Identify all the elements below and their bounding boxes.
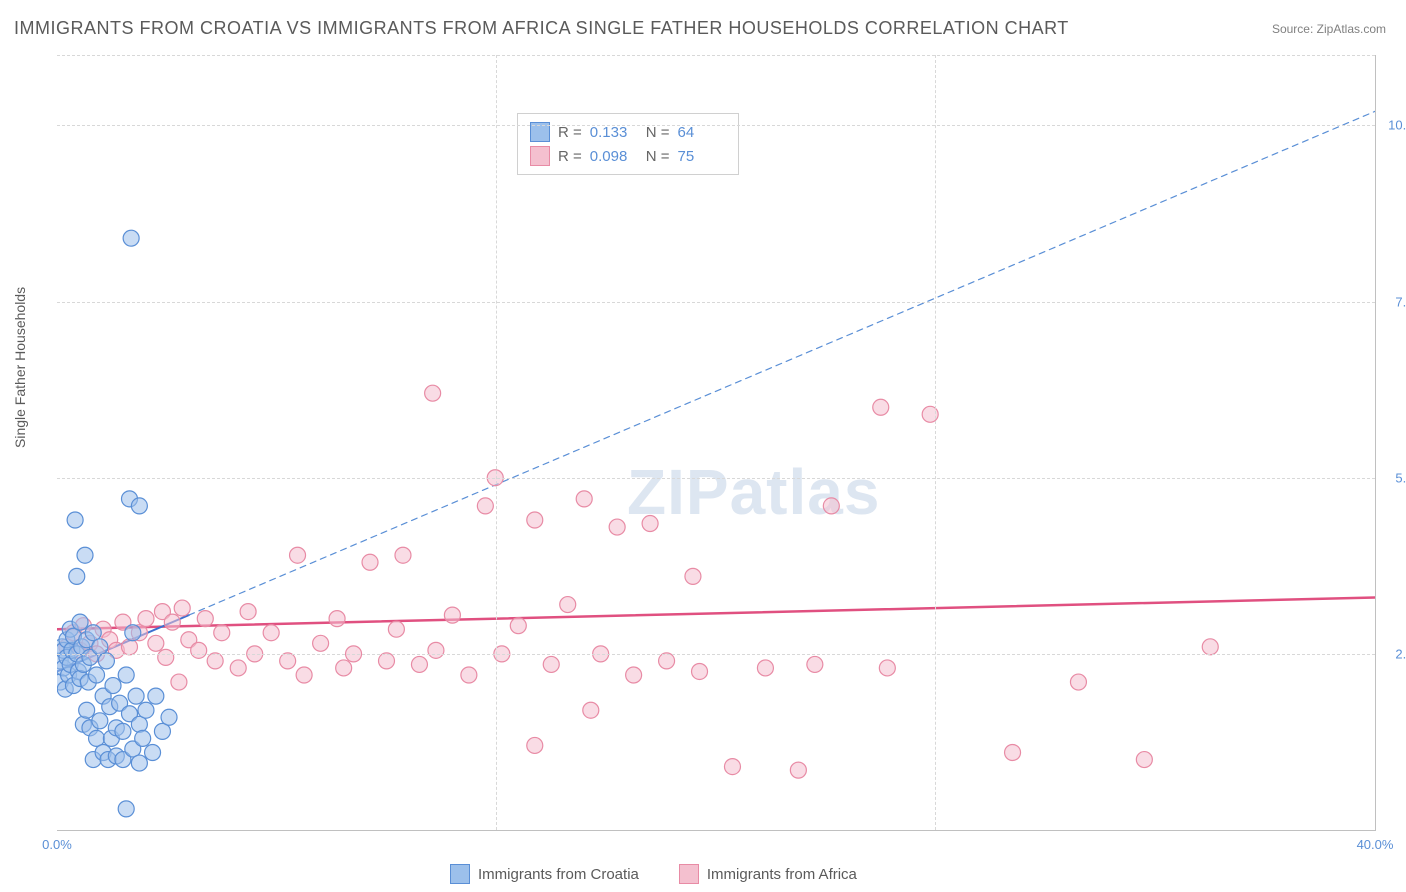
- y-tick-label: 7.5%: [1381, 294, 1406, 309]
- legend-item-africa: Immigrants from Africa: [679, 864, 857, 884]
- plot-area: ZIPatlas R = 0.133 N = 64 R = 0.098 N = …: [57, 55, 1376, 831]
- y-tick-label: 5.0%: [1381, 470, 1406, 485]
- legend-label-croatia: Immigrants from Croatia: [478, 866, 639, 883]
- y-axis-label: Single Father Households: [12, 287, 28, 448]
- corr-row-africa: R = 0.098 N = 75: [530, 144, 726, 168]
- y-tick-label: 2.5%: [1381, 646, 1406, 661]
- y-tick-label: 10.0%: [1381, 118, 1406, 133]
- chart-container: IMMIGRANTS FROM CROATIA VS IMMIGRANTS FR…: [0, 0, 1406, 892]
- legend-swatch-croatia: [450, 864, 470, 884]
- swatch-africa: [530, 146, 550, 166]
- corr-n-africa: 75: [678, 148, 726, 165]
- legend: Immigrants from Croatia Immigrants from …: [450, 864, 857, 884]
- corr-n-label: N =: [646, 148, 670, 165]
- legend-swatch-africa: [679, 864, 699, 884]
- legend-label-africa: Immigrants from Africa: [707, 866, 857, 883]
- corr-r-label: R =: [558, 148, 582, 165]
- corr-r-africa: 0.098: [590, 148, 638, 165]
- source-attribution: Source: ZipAtlas.com: [1272, 22, 1386, 36]
- correlation-box: R = 0.133 N = 64 R = 0.098 N = 75: [517, 113, 739, 175]
- chart-title: IMMIGRANTS FROM CROATIA VS IMMIGRANTS FR…: [14, 18, 1069, 39]
- corr-row-croatia: R = 0.133 N = 64: [530, 120, 726, 144]
- x-tick-label: 0.0%: [42, 837, 72, 852]
- legend-item-croatia: Immigrants from Croatia: [450, 864, 639, 884]
- x-tick-label: 40.0%: [1357, 837, 1394, 852]
